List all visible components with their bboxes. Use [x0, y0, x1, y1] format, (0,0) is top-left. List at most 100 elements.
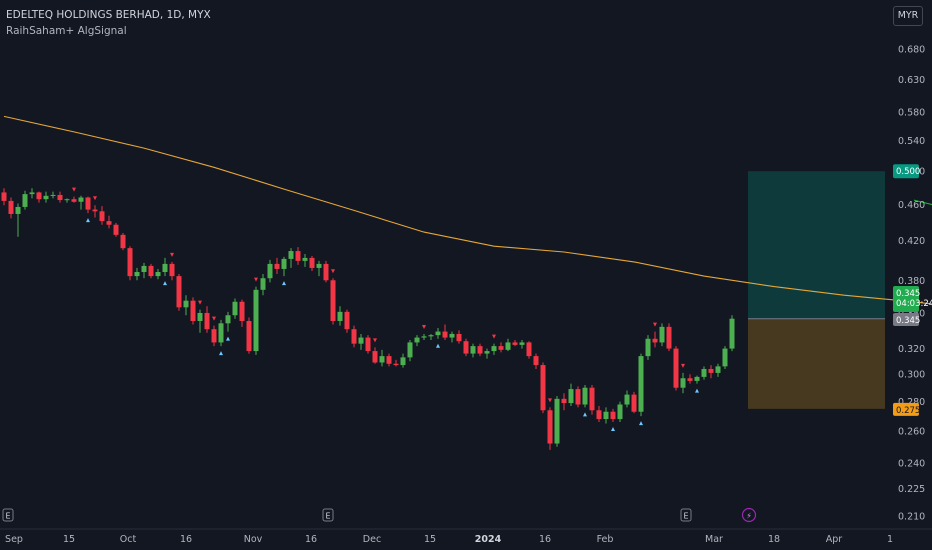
candle-body: [386, 356, 392, 364]
candle: [407, 339, 413, 362]
candle-body: [246, 321, 252, 352]
stop-zone: [748, 318, 885, 409]
last-price-tag-text: 0.345: [896, 289, 920, 299]
candle: [344, 309, 350, 333]
candle-body: [379, 356, 385, 363]
candle-body: [596, 410, 602, 420]
candle: [421, 333, 427, 340]
candle-body: [330, 280, 336, 322]
buy-signal-icon: [219, 351, 223, 356]
indicator-label[interactable]: RaihSaham+ AlgSignal: [6, 25, 127, 37]
candle: [694, 375, 700, 384]
candle-body: [106, 221, 112, 225]
candle: [78, 195, 84, 210]
candle: [505, 338, 511, 352]
candle-body: [505, 342, 511, 350]
candle: [589, 384, 595, 415]
target-price-tag-text: 0.500: [896, 167, 920, 177]
candle-body: [512, 342, 518, 345]
candle: [120, 233, 126, 251]
buy-signal-icon: [282, 281, 286, 286]
candle: [470, 343, 476, 358]
candle: [323, 260, 329, 283]
time-tick-label: Oct: [120, 534, 137, 545]
candle-body: [169, 263, 175, 277]
candle: [92, 205, 98, 218]
candle: [554, 396, 560, 447]
candle-body: [274, 263, 280, 269]
candle: [197, 309, 203, 333]
candle-body: [120, 234, 126, 249]
candle-body: [302, 257, 308, 261]
earnings-icon[interactable]: E: [322, 508, 334, 522]
candle-body: [358, 337, 364, 344]
candle-body: [435, 331, 441, 336]
candle-body: [344, 311, 350, 330]
sell-signal-icon: [373, 338, 377, 343]
candle: [71, 196, 77, 203]
buy-signal-icon: [436, 343, 440, 348]
candle: [561, 393, 567, 411]
candle-body: [15, 206, 21, 214]
candle: [260, 274, 266, 296]
candle: [638, 353, 644, 417]
price-tick-label: 0.300: [898, 370, 925, 381]
candle: [631, 391, 637, 414]
candle-body: [631, 394, 637, 412]
candle: [176, 274, 182, 311]
candle-body: [232, 301, 238, 316]
candle: [610, 408, 616, 423]
candle: [519, 339, 525, 349]
price-tick-label: 0.320: [898, 344, 925, 355]
price-tick-label: 0.580: [898, 108, 925, 119]
buy-signal-icon: [163, 281, 167, 286]
candle: [274, 257, 280, 275]
entry-price-tag-text: 0.345: [896, 316, 920, 326]
candle: [85, 196, 91, 214]
candle: [540, 362, 546, 414]
price-tick-label: 0.240: [898, 458, 925, 469]
candle-body: [197, 312, 203, 322]
candle: [253, 286, 259, 355]
candle-body: [547, 410, 553, 444]
candle: [232, 298, 238, 319]
candle: [386, 353, 392, 367]
candle-body: [155, 272, 161, 277]
symbol-title[interactable]: EDELTEQ HOLDINGS BERHAD, 1D, MYX: [6, 9, 211, 21]
time-tick-label: 1: [887, 534, 893, 545]
earnings-icon[interactable]: E: [680, 508, 692, 522]
candle-body: [638, 356, 644, 412]
buy-signal-icon: [639, 421, 643, 426]
sell-signal-icon: [548, 398, 552, 403]
candle-body: [267, 263, 273, 279]
earnings-label: E: [325, 512, 330, 521]
currency-button[interactable]: MYR: [893, 6, 923, 26]
candle-body: [470, 346, 476, 354]
dividend-label: ⚡: [746, 512, 752, 521]
candle-body: [526, 342, 532, 357]
candle: [8, 197, 14, 219]
time-tick-label: 2024: [475, 534, 502, 545]
time-tick-label: 15: [63, 534, 75, 545]
stop-price-tag-text: 0.275: [896, 406, 920, 416]
candle-body: [652, 338, 658, 343]
candle-body: [92, 209, 98, 212]
candle-body: [190, 300, 196, 322]
candle: [666, 323, 672, 352]
candle: [687, 374, 693, 384]
candle: [106, 215, 112, 229]
sell-signal-icon: [422, 324, 426, 329]
sell-signal-icon: [198, 300, 202, 305]
candle-body: [372, 351, 378, 363]
sell-signal-icon: [681, 363, 685, 368]
candle-body: [729, 318, 735, 349]
dividend-icon[interactable]: ⚡: [741, 507, 757, 523]
candle: [477, 343, 483, 357]
earnings-icon[interactable]: E: [2, 508, 14, 522]
candle-body: [239, 301, 245, 322]
time-tick-label: Feb: [597, 534, 614, 545]
candle: [50, 191, 56, 199]
candle: [99, 206, 105, 225]
